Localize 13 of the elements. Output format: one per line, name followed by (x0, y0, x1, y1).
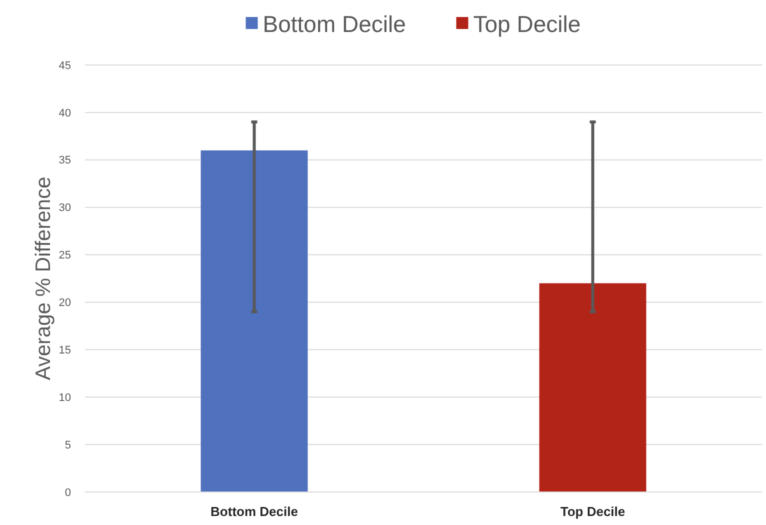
y-tick-label: 15 (58, 344, 71, 357)
y-tick-label: 30 (58, 202, 71, 214)
legend-label: Bottom Decile (262, 11, 406, 37)
y-tick-label: 40 (58, 107, 71, 120)
y-tick-label: 10 (58, 392, 71, 404)
legend-label: Top Decile (473, 11, 581, 37)
y-tick-label: 0 (64, 486, 71, 499)
y-tick-label: 35 (58, 154, 71, 167)
y-tick-label: 25 (58, 250, 71, 262)
y-tick-label: 45 (58, 60, 71, 72)
y-tick-label: 5 (64, 439, 71, 452)
y-axis-title: Average % Difference (32, 176, 55, 380)
y-tick-label: 20 (58, 297, 71, 310)
